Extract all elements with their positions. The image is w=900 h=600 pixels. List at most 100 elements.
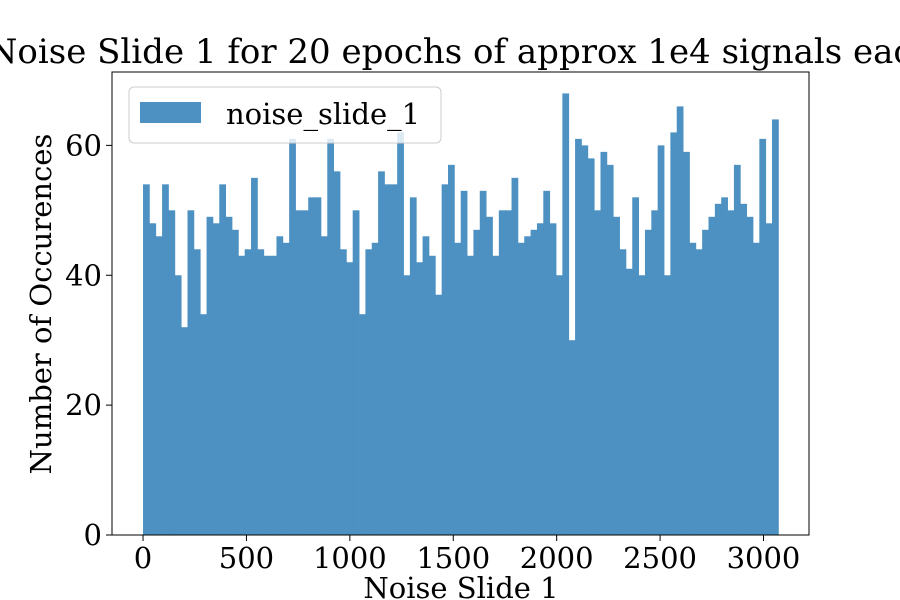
histogram-bar xyxy=(460,190,468,535)
histogram-bar xyxy=(568,340,576,535)
histogram-bar xyxy=(244,249,252,535)
histogram-bar xyxy=(530,229,538,535)
histogram-bar xyxy=(174,275,182,535)
histogram-bar xyxy=(479,190,487,535)
histogram-bar xyxy=(765,223,773,535)
histogram-bar xyxy=(746,216,754,535)
histogram-bar xyxy=(670,132,678,536)
x-tick-label: 1500 xyxy=(416,541,490,575)
histogram-bar xyxy=(556,275,563,535)
x-tick-label: 500 xyxy=(219,541,274,575)
histogram-bar xyxy=(225,216,233,535)
histogram-bar xyxy=(212,223,220,535)
histogram-bar xyxy=(683,151,690,535)
histogram-bar xyxy=(689,242,697,536)
histogram-bar xyxy=(664,275,671,535)
x-tick-label: 2500 xyxy=(623,541,697,575)
histogram-bar xyxy=(600,151,608,535)
histogram-bar xyxy=(339,249,347,535)
chart-title: Noise Slide 1 for 20 epochs of approx 1e… xyxy=(0,32,900,72)
histogram-bar xyxy=(397,132,404,536)
histogram-bar xyxy=(327,138,335,535)
histogram-bar xyxy=(772,119,779,535)
histogram-bar xyxy=(486,216,493,535)
histogram-bar xyxy=(200,314,207,535)
histogram-bar xyxy=(651,210,659,536)
y-tick-label: 20 xyxy=(65,388,102,422)
histogram-bar xyxy=(562,93,570,535)
histogram-bar xyxy=(149,223,157,535)
histogram-bar xyxy=(702,229,709,535)
legend-box xyxy=(128,86,442,144)
histogram-bar xyxy=(594,210,601,536)
histogram-bar xyxy=(543,190,551,535)
histogram-bar xyxy=(314,197,322,535)
plot-frame xyxy=(111,71,810,536)
histogram-bar xyxy=(619,249,627,535)
histogram-bar xyxy=(676,106,684,535)
histogram-bar xyxy=(378,171,385,535)
histogram-bar xyxy=(625,268,633,535)
histogram-bar xyxy=(193,249,201,535)
y-tick-label: 60 xyxy=(65,128,102,162)
x-tick-label: 1000 xyxy=(313,541,387,575)
histogram-bar xyxy=(289,138,296,535)
histogram-bar xyxy=(359,314,366,535)
legend-swatch xyxy=(140,102,201,123)
legend: noise_slide_1 xyxy=(128,86,442,144)
histogram-bar xyxy=(251,177,258,536)
y-tick-label: 0 xyxy=(84,518,102,552)
histogram-bar xyxy=(168,210,176,536)
histogram-bar xyxy=(733,164,741,535)
histogram-bar xyxy=(416,262,423,535)
histogram-bar xyxy=(536,223,544,535)
histogram-bar xyxy=(517,242,525,536)
histogram-bar xyxy=(447,164,455,535)
histogram-bar xyxy=(219,184,227,535)
y-axis-ticks: 0 20 40 60 xyxy=(65,128,112,552)
histogram-bar xyxy=(505,210,512,536)
histogram-bar xyxy=(752,242,760,536)
histogram-bar xyxy=(346,262,354,535)
histogram-bar xyxy=(308,197,315,535)
histogram-bar xyxy=(422,236,430,535)
histogram-bar xyxy=(352,210,360,536)
histogram-bar xyxy=(613,216,620,535)
histogram-bar xyxy=(238,255,246,535)
histogram-bar xyxy=(727,210,735,536)
x-tick-label: 2000 xyxy=(520,541,594,575)
histogram-bar xyxy=(270,255,277,535)
histogram-bar xyxy=(492,255,500,535)
histogram-bar xyxy=(409,197,417,535)
histogram-bar xyxy=(638,275,646,535)
histogram-bar xyxy=(498,210,506,536)
x-tick-label: 0 xyxy=(134,541,152,575)
histogram-bar xyxy=(644,229,652,535)
histogram-bar xyxy=(708,216,716,535)
histogram-bar xyxy=(206,216,214,535)
histogram-bar xyxy=(155,236,163,535)
histogram-bar xyxy=(549,223,557,535)
legend-label: noise_slide_1 xyxy=(226,97,420,132)
histogram-bar xyxy=(454,242,462,536)
histogram-bar xyxy=(467,255,474,535)
histogram-bars xyxy=(143,93,779,536)
histogram-bar xyxy=(740,203,748,535)
histogram-bar xyxy=(587,158,595,535)
histogram-bar xyxy=(231,229,239,535)
histogram-bar xyxy=(263,255,271,535)
y-axis-label: Number of Occurences xyxy=(24,134,58,475)
y-tick-label: 40 xyxy=(65,258,102,292)
histogram-bar xyxy=(435,294,443,535)
histogram-bar xyxy=(371,242,379,536)
histogram-bar xyxy=(365,249,373,535)
histogram-bar xyxy=(282,242,290,536)
histogram-bar xyxy=(301,210,309,536)
histogram-bar xyxy=(181,327,188,535)
histogram-bar xyxy=(390,184,398,535)
histogram-bar xyxy=(714,203,722,535)
histogram-bar xyxy=(276,236,284,535)
histogram-bar xyxy=(320,236,328,535)
histogram-bar xyxy=(657,145,665,536)
